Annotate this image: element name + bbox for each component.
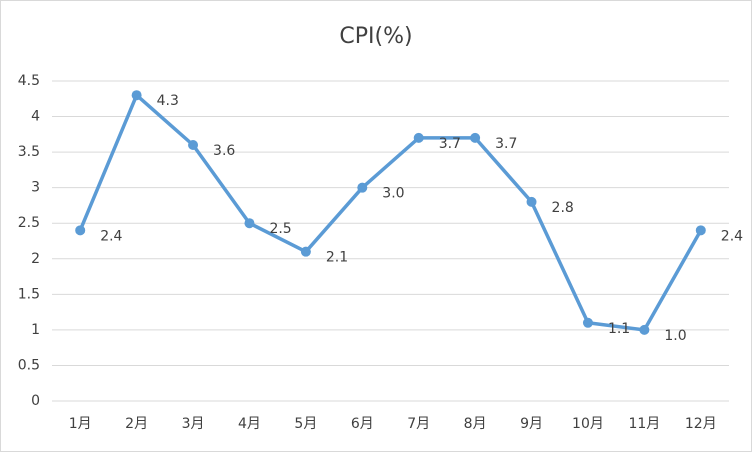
data-point (300, 246, 311, 257)
x-tick-label: 11月 (628, 416, 660, 432)
x-tick-label: 9月 (520, 416, 543, 432)
y-tick-label: 4 (31, 109, 40, 125)
data-label: 3.6 (213, 143, 235, 159)
x-tick-label: 6月 (351, 416, 374, 432)
data-point (526, 196, 537, 207)
data-point (131, 90, 142, 101)
y-tick-label: 1.5 (18, 286, 40, 302)
x-tick-label: 10月 (572, 416, 604, 432)
data-label: 3.7 (439, 136, 461, 152)
y-tick-label: 0.5 (18, 357, 40, 373)
data-point (357, 182, 368, 193)
x-tick-label: 1月 (69, 416, 92, 432)
data-label: 1.1 (608, 321, 630, 337)
data-label: 4.3 (157, 93, 179, 109)
data-point (695, 225, 706, 236)
data-point (244, 218, 255, 229)
data-point (188, 140, 199, 150)
y-tick-label: 0 (31, 393, 40, 409)
chart-title: CPI(%) (339, 24, 412, 49)
data-point (470, 132, 481, 143)
y-tick-label: 2.5 (18, 215, 40, 231)
x-tick-label: 7月 (407, 416, 430, 432)
data-label: 1.0 (664, 328, 686, 344)
data-point (639, 324, 650, 335)
data-label: 3.0 (382, 186, 404, 202)
data-point (413, 132, 424, 143)
data-label: 2.8 (552, 200, 574, 216)
series-line (78, 93, 703, 332)
x-tick-label: 5月 (294, 416, 317, 432)
x-tick-label: 12月 (685, 416, 717, 432)
data-label: 2.4 (721, 228, 743, 244)
data-label: 2.5 (269, 221, 291, 237)
y-tick-label: 1 (31, 322, 40, 338)
data-point (75, 225, 86, 236)
x-tick-label: 2月 (125, 416, 148, 432)
y-tick-label: 3.5 (18, 144, 40, 160)
data-label: 2.4 (100, 228, 122, 244)
data-point (582, 317, 593, 328)
data-label: 3.7 (495, 136, 517, 152)
y-tick-label: 4.5 (18, 73, 40, 89)
y-tick-label: 3 (31, 180, 40, 196)
x-tick-label: 3月 (182, 416, 205, 432)
x-tick-label: 4月 (238, 416, 261, 432)
y-tick-label: 2 (31, 251, 40, 267)
x-tick-label: 8月 (464, 416, 487, 432)
data-label: 2.1 (326, 250, 348, 266)
